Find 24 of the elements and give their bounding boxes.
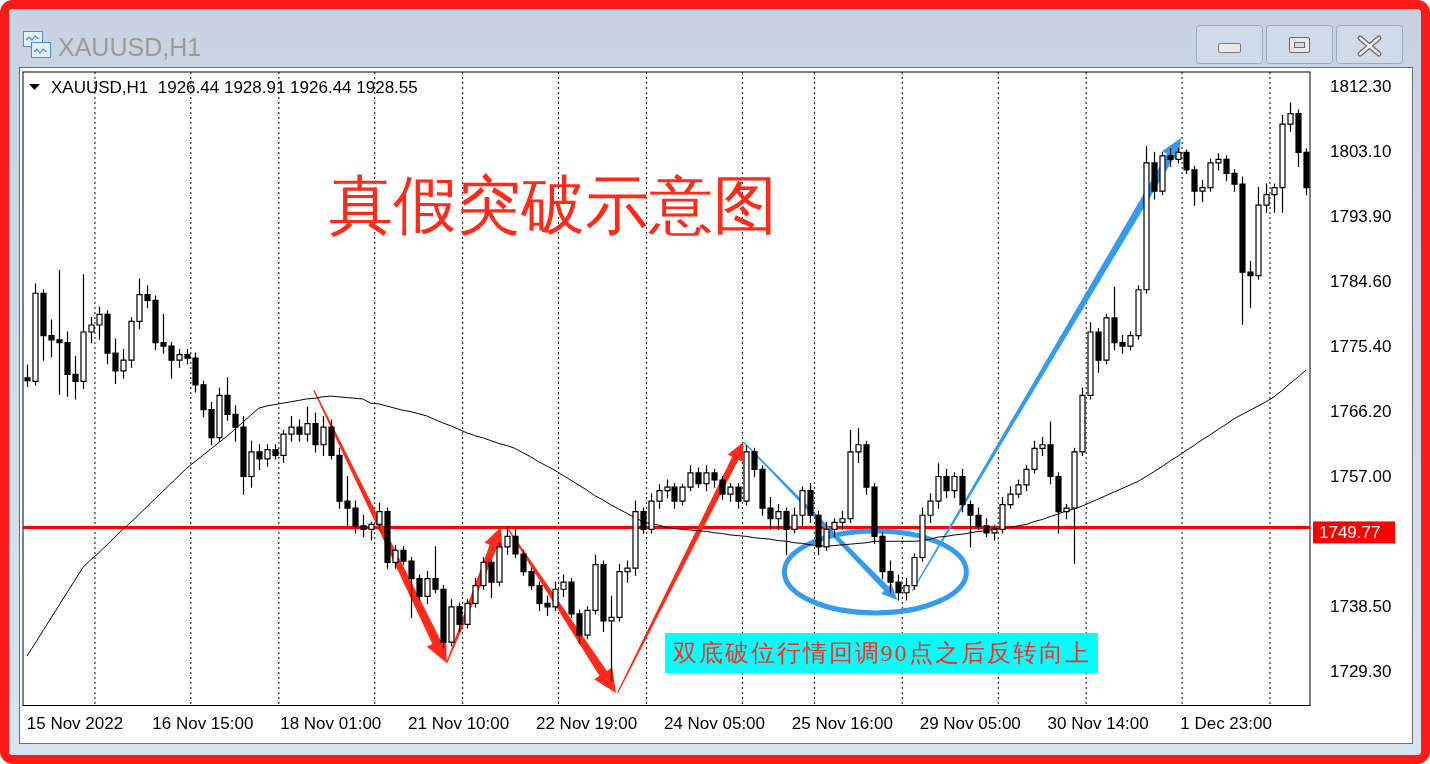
text: XAUUSD,H1 (58, 33, 202, 61)
y-tick-label: 1757.00 (1330, 466, 1392, 486)
chart-subtitle: XAUUSD,H1 1926.44 1928.91 1926.44 1928.55 (51, 78, 418, 97)
y-tick-label: 1803.10 (1330, 142, 1392, 162)
y-tick-label: 1729.30 (1330, 662, 1392, 682)
text: 真假突破示意图 (329, 169, 777, 241)
y-tick-label: 1738.50 (1330, 597, 1392, 617)
x-tick-label: 22 Nov 19:00 (535, 714, 638, 733)
x-tick-label: 24 Nov 05:00 (663, 714, 766, 733)
x-tick-label: 18 Nov 01:00 (280, 714, 382, 733)
y-tick-label: 1793.90 (1330, 206, 1392, 226)
x-tick-label: 25 Nov 16:00 (791, 714, 893, 733)
x-tick-label: 21 Nov 10:00 (408, 714, 510, 733)
x-tick-label: 1 Dec 23:00 (1180, 714, 1272, 733)
y-tick-label: 1812.30 (1330, 77, 1392, 97)
y-tick-label: 1784.60 (1330, 272, 1392, 292)
y-tick-label: 1775.40 (1330, 337, 1392, 357)
ref-line-label: 1749.77 (1319, 522, 1381, 542)
x-tick-label: 29 Nov 05:00 (919, 714, 1021, 733)
x-tick-label: 30 Nov 14:00 (1047, 714, 1149, 733)
y-tick-label: 1766.20 (1330, 402, 1392, 422)
annotation: 双底破位行情回调90点之后反转向上 (672, 640, 1091, 666)
x-tick-label: 15 Nov 2022 (26, 714, 124, 733)
x-tick-label: 16 Nov 15:00 (152, 714, 254, 733)
